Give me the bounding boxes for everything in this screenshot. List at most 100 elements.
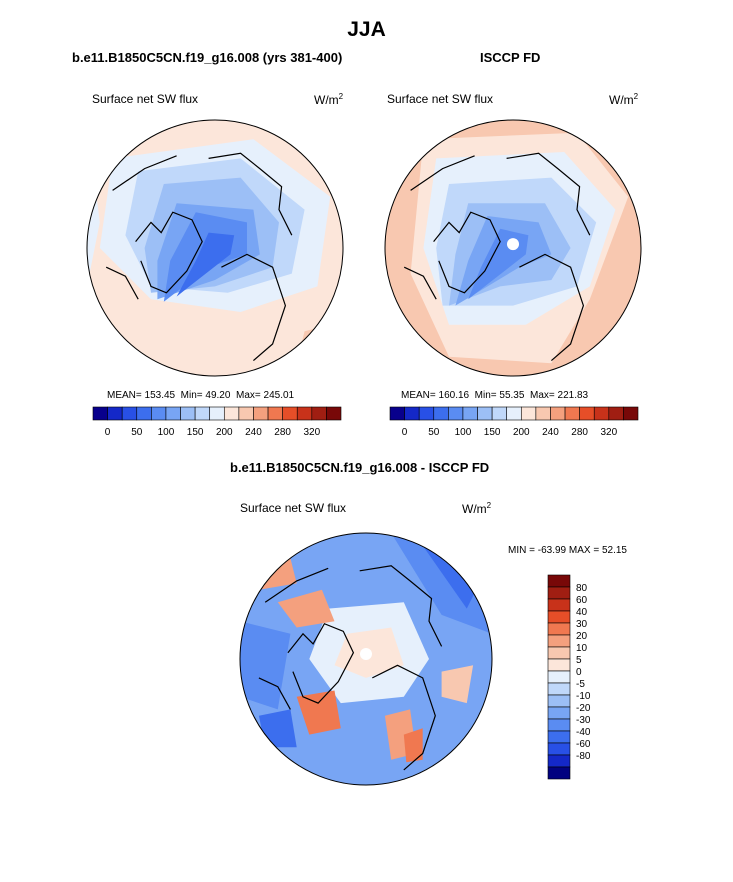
left-max-value: 245.01	[263, 390, 295, 401]
left-coastline	[112, 155, 177, 191]
diff-colorbar-tick-label: -40	[576, 727, 591, 738]
diff-missing-data-pole	[360, 647, 372, 660]
right-coastline	[519, 253, 585, 362]
diff-coastline	[359, 565, 443, 647]
diff-colorbar-swatch	[547, 730, 571, 744]
left-colorbar-tick-label: 0	[105, 427, 111, 438]
left-colorbar-tick-label: 100	[158, 427, 175, 438]
right-unit-label: W/m2	[609, 92, 638, 107]
right-coastline	[410, 155, 475, 191]
left-colorbar-tick-label: 50	[131, 427, 143, 438]
right-max-value: 221.83	[557, 390, 589, 401]
diff-colorbar-swatch	[547, 682, 571, 696]
diff-variable-label: Surface net SW flux	[240, 501, 347, 515]
diff-colorbar-swatch	[547, 670, 571, 684]
left-min-value: 49.20	[205, 390, 231, 401]
left-colorbar-tick-label: 280	[274, 427, 291, 438]
diff-colorbar-tick-label: 10	[576, 643, 588, 654]
diff-colorbar-swatch	[547, 718, 571, 732]
left-variable-label: Surface net SW flux	[92, 92, 199, 106]
diff-colorbar-tick-label: 40	[576, 607, 588, 618]
diff-colorbar-tick-label: -80	[576, 751, 591, 762]
diff-field-region	[277, 589, 335, 628]
left-coastline	[105, 266, 139, 300]
diff-field-region	[258, 709, 297, 748]
left-colorbar-tick-label: 150	[187, 427, 204, 438]
left-mean-label: MEAN=	[107, 390, 142, 401]
right-unit-exp: 2	[633, 92, 639, 101]
left-stats: MEAN= 153.45 Min= 49.20 Max= 245.01	[107, 390, 294, 401]
diff-coastline	[287, 622, 355, 704]
diff-max-label: MAX =	[568, 545, 600, 556]
right-min-value: 55.35	[499, 390, 525, 401]
right-colorbar-tick-label: 240	[542, 427, 559, 438]
diff-colorbar-tick-label: -20	[576, 703, 591, 714]
diff-colorbar-swatch	[547, 754, 571, 768]
right-colorbar-tick-label: 320	[600, 427, 617, 438]
right-colorbar-swatch	[623, 406, 639, 421]
right-mean-label: MEAN=	[401, 390, 436, 401]
diff-colorbar-swatch	[547, 598, 571, 612]
diff-colorbar-swatch	[547, 622, 571, 636]
left-unit-label: W/m2	[314, 92, 343, 107]
left-colorbar-tick-label: 200	[216, 427, 233, 438]
right-map-border	[384, 119, 642, 377]
diff-max-value: 52.15	[601, 545, 627, 556]
diff-colorbar-swatch	[547, 646, 571, 660]
diff-field-region	[296, 690, 341, 735]
right-max-label: Max=	[530, 390, 555, 401]
diff-unit-exp: 2	[486, 501, 492, 510]
left-unit-exp: 2	[338, 92, 344, 101]
right-unit-base: W/m	[609, 93, 634, 107]
main-title: JJA	[347, 18, 386, 41]
diff-min-value: -63.99	[537, 545, 567, 556]
left-unit-base: W/m	[314, 93, 339, 107]
diff-colorbar-tick-label: 0	[576, 667, 582, 678]
diff-colorbar-swatch	[547, 586, 571, 600]
diff-unit-base: W/m	[462, 502, 487, 516]
diff-colorbar-tick-label: -60	[576, 739, 591, 750]
diff-unit-label: W/m2	[462, 501, 491, 516]
diff-colorbar-swatch	[547, 634, 571, 648]
diff-field-region	[441, 665, 474, 704]
right-colorbar-tick-label: 0	[402, 427, 408, 438]
diff-colorbar-tick-label: 80	[576, 583, 588, 594]
right-mean-value: 160.16	[438, 390, 470, 401]
right-stats: MEAN= 160.16 Min= 55.35 Max= 221.83	[401, 390, 588, 401]
right-colorbar-tick-label: 200	[513, 427, 530, 438]
diff-colorbar-swatch	[547, 766, 571, 780]
diff-field-region	[403, 728, 423, 763]
diff-colorbar-tick-label: 20	[576, 631, 588, 642]
diff-stats: MIN = -63.99 MAX = 52.15	[508, 545, 627, 556]
diff-coastline	[258, 677, 291, 710]
left-mean-value: 153.45	[144, 390, 176, 401]
right-colorbar-tick-label: 100	[455, 427, 472, 438]
right-coastline	[403, 266, 437, 300]
left-coastline	[135, 211, 203, 294]
left-panel-title: b.e11.B1850C5CN.f19_g16.008 (yrs 381-400…	[72, 50, 343, 65]
left-colorbar-swatch	[326, 406, 342, 421]
left-colorbar-tick-label: 240	[245, 427, 262, 438]
diff-coastline	[372, 664, 436, 771]
right-coastline	[506, 152, 591, 236]
diff-colorbar-swatch	[547, 706, 571, 720]
left-min-label: Min=	[180, 390, 203, 401]
diff-colorbar-tick-label: 30	[576, 619, 588, 630]
right-coastline	[433, 211, 501, 294]
left-max-label: Max=	[236, 390, 261, 401]
right-variable-label: Surface net SW flux	[387, 92, 494, 106]
right-colorbar-tick-label: 280	[571, 427, 588, 438]
diff-colorbar-swatch	[547, 694, 571, 708]
left-coastline	[208, 152, 293, 236]
diff-colorbar-tick-label: -10	[576, 691, 591, 702]
right-panel-title: ISCCP FD	[480, 50, 541, 65]
diff-panel-title: b.e11.B1850C5CN.f19_g16.008 - ISCCP FD	[230, 460, 490, 475]
diff-field-region	[422, 545, 486, 609]
right-min-label: Min=	[474, 390, 497, 401]
